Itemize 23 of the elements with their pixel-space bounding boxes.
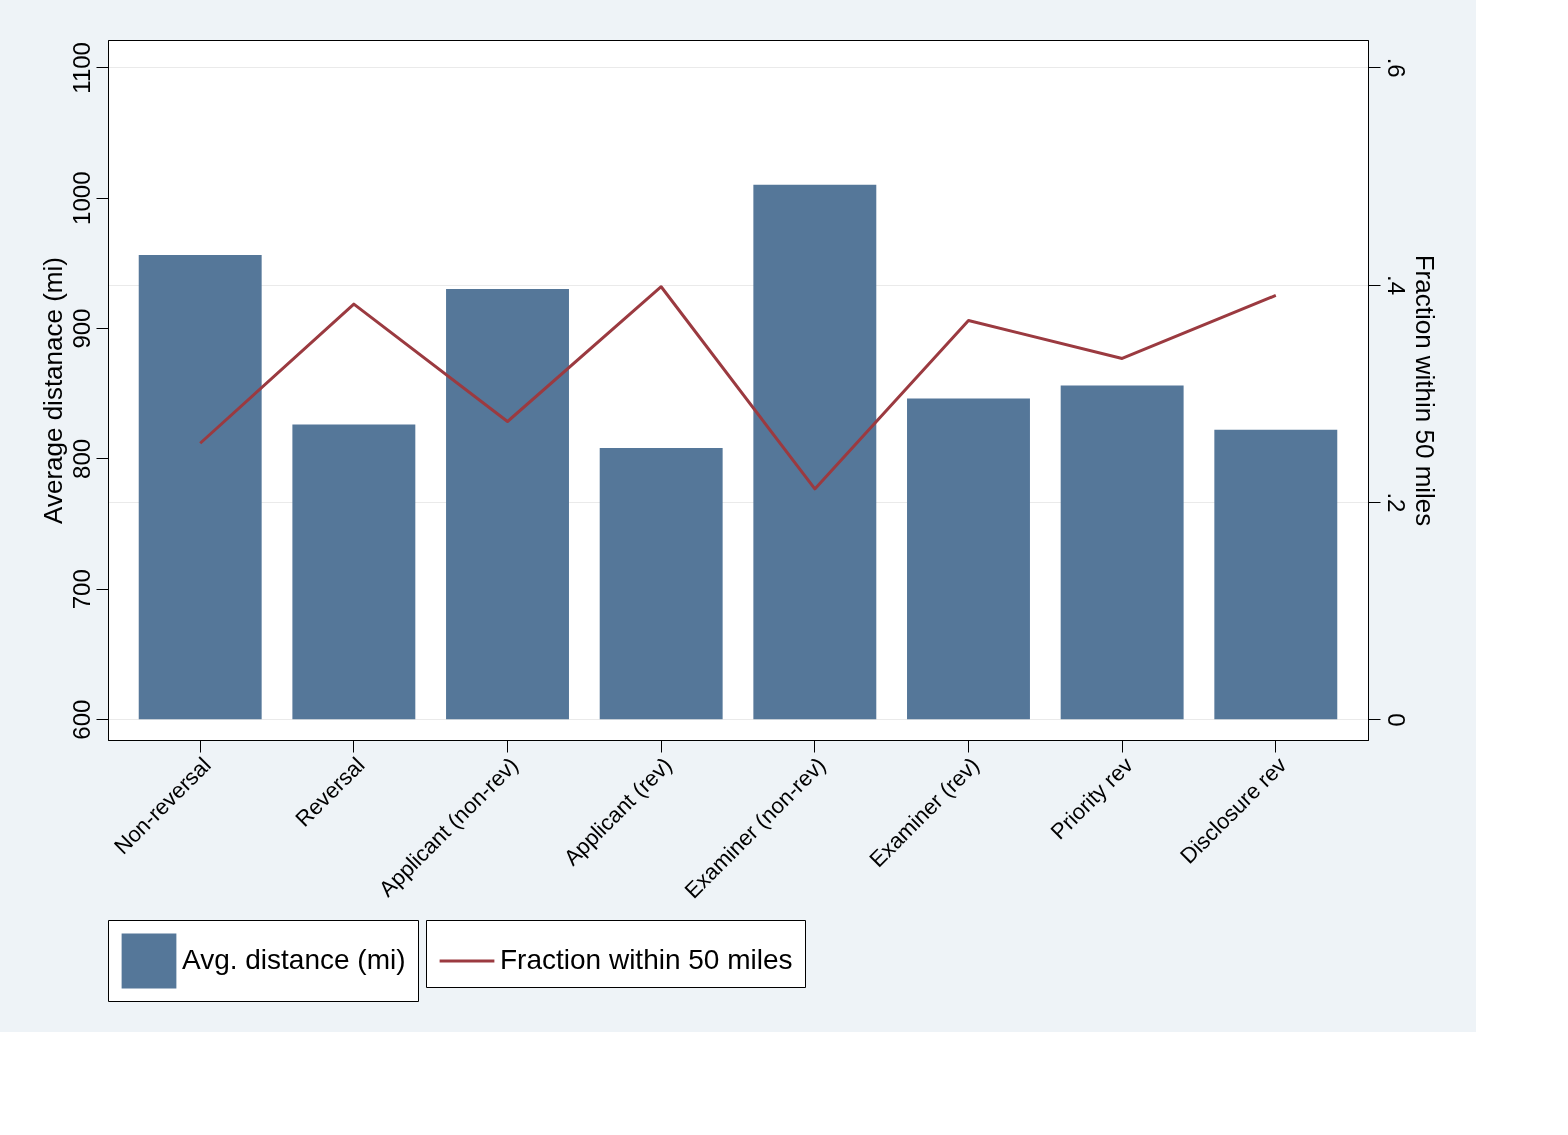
bar [1214, 429, 1338, 720]
bar [292, 424, 416, 720]
bar [138, 255, 262, 720]
y2-tick-label: .4 [1382, 275, 1410, 296]
bar [599, 448, 723, 720]
y2-tick-label: .2 [1382, 492, 1410, 513]
y-tick-label: 600 [67, 699, 95, 740]
bar [753, 184, 877, 720]
y2-tick-label: 0 [1382, 713, 1410, 727]
bar [1060, 385, 1184, 720]
legend-label: Avg. distance (mi) [182, 944, 406, 975]
bar [907, 398, 1030, 720]
y-tick-label: 700 [67, 569, 95, 610]
y2-tick-label: .6 [1382, 57, 1410, 78]
y2-axis-title: Fraction within 50 miles [1409, 254, 1440, 527]
line-series [198, 285, 1278, 491]
bar [446, 288, 569, 720]
legend-label: Fraction within 50 miles [500, 944, 793, 975]
y-tick-label: 800 [67, 438, 95, 479]
y-tick-label: 1100 [67, 42, 95, 94]
y-axis-title: Average distanace (mi) [37, 257, 68, 524]
y-tick-label: 1000 [67, 171, 95, 225]
y-tick-label: 900 [67, 308, 95, 349]
